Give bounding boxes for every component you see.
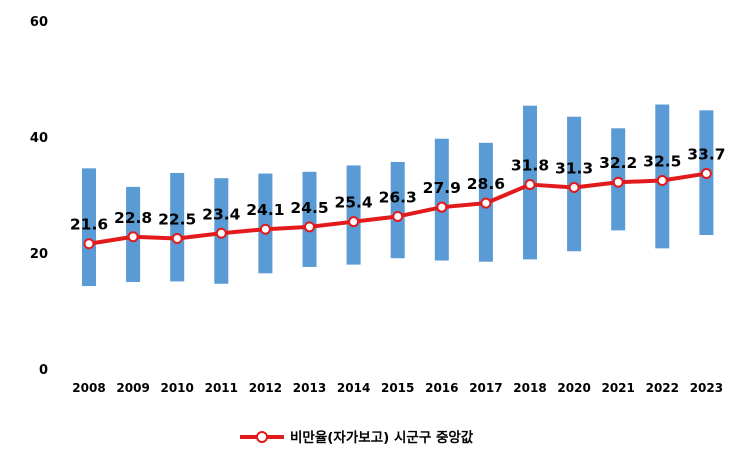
data-label: 26.3 <box>379 188 417 206</box>
data-point <box>480 197 492 209</box>
data-label: 22.5 <box>158 211 196 229</box>
legend: 비만율(자가보고) 시군구 중앙값 <box>240 429 474 446</box>
x-tick-label: 2017 <box>469 381 502 395</box>
data-point <box>83 238 95 250</box>
y-tick-label: 60 <box>30 15 48 30</box>
data-point <box>612 176 624 188</box>
range-bar <box>346 165 361 265</box>
range-bar <box>390 161 405 259</box>
data-point <box>215 227 227 239</box>
x-tick-label: 2009 <box>116 381 149 395</box>
x-tick-label: 2010 <box>160 381 193 395</box>
x-tick-label: 2015 <box>381 381 414 395</box>
data-label: 24.5 <box>290 199 328 217</box>
data-label: 32.5 <box>643 153 681 171</box>
x-tick-label: 2020 <box>557 381 590 395</box>
y-tick-label: 40 <box>30 131 48 146</box>
x-axis-ticks: 2008 2009 2010 2011 2012 2013 2014 2015 2016 2017… <box>72 381 723 395</box>
x-tick-label: 2016 <box>425 381 458 395</box>
data-label: 28.6 <box>467 175 505 193</box>
y-axis-ticks: 0 20 40 60 <box>30 15 48 378</box>
data-label: 21.6 <box>70 216 108 234</box>
range-bar <box>170 172 185 282</box>
data-label: 31.3 <box>555 159 593 177</box>
data-point <box>304 221 315 233</box>
x-tick-label: 2012 <box>249 381 282 395</box>
legend-label: 비만율(자가보고) 시군구 중앙값 <box>290 429 474 446</box>
x-tick-label: 2018 <box>513 381 546 395</box>
data-label: 32.2 <box>599 154 637 172</box>
data-point <box>700 168 712 180</box>
data-label: 27.9 <box>423 179 461 197</box>
range-bar <box>82 168 96 287</box>
series-points <box>83 168 712 250</box>
x-tick-label: 2011 <box>205 381 238 395</box>
data-point <box>524 179 536 191</box>
x-tick-label: 2008 <box>72 381 105 395</box>
data-point <box>656 175 668 186</box>
data-point <box>568 181 580 193</box>
data-label: 22.8 <box>114 209 152 227</box>
data-label: 31.8 <box>511 157 549 175</box>
x-tick-label: 2013 <box>293 381 326 395</box>
legend-marker-swatch <box>256 431 268 443</box>
x-tick-label: 2022 <box>646 381 679 395</box>
x-tick-label: 2014 <box>337 381 370 395</box>
data-label: 23.4 <box>202 205 240 223</box>
data-point <box>392 210 404 222</box>
data-labels: 21.6 22.8 22.5 23.4 24.1 24.5 25.4 26.3 27.9 28.6… <box>70 146 726 234</box>
range-bar <box>258 173 273 274</box>
data-label: 24.1 <box>246 201 284 219</box>
data-point <box>436 201 448 213</box>
range-bar <box>302 171 317 267</box>
data-point <box>127 231 139 243</box>
data-point <box>259 223 271 235</box>
data-point <box>171 233 183 244</box>
x-tick-label: 2023 <box>690 381 723 395</box>
y-tick-label: 0 <box>39 363 48 378</box>
data-point <box>348 216 360 228</box>
y-tick-label: 20 <box>30 247 48 262</box>
data-label: 33.7 <box>687 146 725 164</box>
range-bar <box>434 138 449 261</box>
data-label: 25.4 <box>334 194 372 212</box>
x-tick-label: 2021 <box>601 381 634 395</box>
